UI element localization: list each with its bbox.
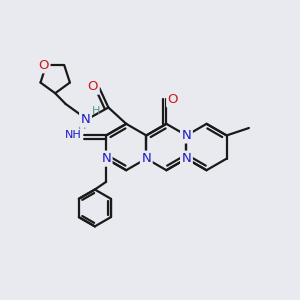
Text: N: N [141, 152, 151, 165]
Text: O: O [38, 59, 49, 72]
Text: NH: NH [65, 130, 82, 140]
Text: O: O [88, 80, 98, 93]
Text: N: N [101, 152, 111, 165]
Text: N: N [182, 152, 191, 165]
Text: H: H [92, 106, 101, 116]
Text: O: O [168, 93, 178, 106]
Text: N: N [81, 113, 90, 126]
Text: N: N [182, 129, 191, 142]
Text: H: H [78, 121, 87, 131]
